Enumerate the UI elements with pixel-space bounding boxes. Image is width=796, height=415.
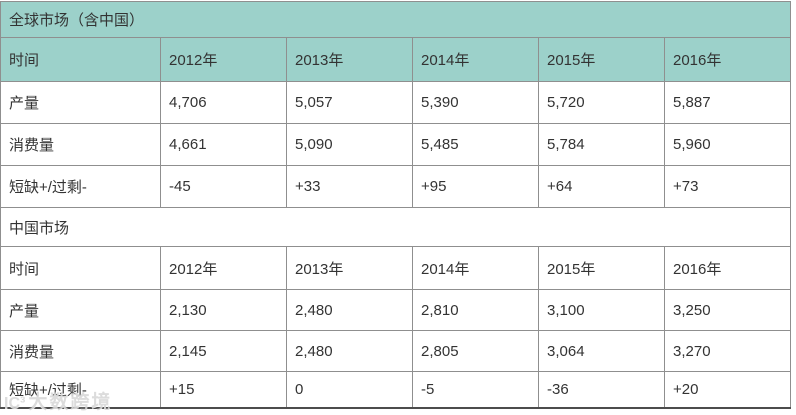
table-cell: +15 xyxy=(160,371,287,408)
table-cell: 2,805 xyxy=(412,330,539,372)
table-cell: 3,100 xyxy=(538,289,665,331)
china-header-2015: 2015年 xyxy=(538,246,665,290)
table-cell: 3,270 xyxy=(663,330,792,372)
market-data-table: 全球市场（含中国） 时间 2012年 2013年 2014年 2015年 201… xyxy=(0,1,792,409)
table-cell: +33 xyxy=(286,165,413,208)
row-label-production: 产量 xyxy=(0,289,161,331)
row-label-shortage-surplus: 短缺+/过剩- xyxy=(0,371,161,408)
table-cell: 5,057 xyxy=(286,81,413,124)
table-cell: -45 xyxy=(160,165,287,208)
china-consumption-row: 消费量 2,145 2,480 2,805 3,064 3,270 xyxy=(0,330,792,372)
table-cell: 2,480 xyxy=(286,289,413,331)
global-header-row: 时间 2012年 2013年 2014年 2015年 2016年 xyxy=(0,37,792,82)
table-cell: 3,064 xyxy=(538,330,665,372)
table-cell: +73 xyxy=(663,165,792,208)
china-header-2016: 2016年 xyxy=(663,246,792,290)
row-label-shortage-surplus: 短缺+/过剩- xyxy=(0,165,161,208)
global-shortage-surplus-row: 短缺+/过剩- -45 +33 +95 +64 +73 xyxy=(0,165,792,208)
row-label-consumption: 消费量 xyxy=(0,123,161,166)
table-cell: 5,784 xyxy=(538,123,665,166)
table-cell: 2,480 xyxy=(286,330,413,372)
china-header-2012: 2012年 xyxy=(160,246,287,290)
table-cell: 3,250 xyxy=(663,289,792,331)
global-header-2013: 2013年 xyxy=(286,37,413,82)
global-header-2014: 2014年 xyxy=(412,37,539,82)
china-shortage-surplus-row: 短缺+/过剩- +15 0 -5 -36 +20 xyxy=(0,371,792,408)
table-cell: -36 xyxy=(538,371,665,408)
china-header-time: 时间 xyxy=(0,246,161,290)
global-production-row: 产量 4,706 5,057 5,390 5,720 5,887 xyxy=(0,81,792,124)
table-cell: 2,145 xyxy=(160,330,287,372)
table-cell: +64 xyxy=(538,165,665,208)
china-header-2014: 2014年 xyxy=(412,246,539,290)
global-section-title: 全球市场（含中国） xyxy=(0,1,792,38)
china-header-row: 时间 2012年 2013年 2014年 2015年 2016年 xyxy=(0,246,792,290)
table-cell: 4,706 xyxy=(160,81,287,124)
table-cell: 5,887 xyxy=(663,81,792,124)
global-header-2015: 2015年 xyxy=(538,37,665,82)
china-section-title: 中国市场 xyxy=(0,207,792,247)
table-cell: 2,130 xyxy=(160,289,287,331)
global-header-2012: 2012年 xyxy=(160,37,287,82)
china-section-title-row: 中国市场 xyxy=(0,207,792,247)
table-cell: +95 xyxy=(412,165,539,208)
row-label-production: 产量 xyxy=(0,81,161,124)
row-label-consumption: 消费量 xyxy=(0,330,161,372)
table-cell: 5,485 xyxy=(412,123,539,166)
table-cell: -5 xyxy=(412,371,539,408)
table-cell: 2,810 xyxy=(412,289,539,331)
table-cell: 0 xyxy=(286,371,413,408)
china-header-2013: 2013年 xyxy=(286,246,413,290)
table-cell: 5,090 xyxy=(286,123,413,166)
global-header-2016: 2016年 xyxy=(663,37,792,82)
table-cell: 5,390 xyxy=(412,81,539,124)
table-cell: +20 xyxy=(663,371,792,408)
table-cell: 4,661 xyxy=(160,123,287,166)
table-cell: 5,960 xyxy=(663,123,792,166)
table-cell: 5,720 xyxy=(538,81,665,124)
global-consumption-row: 消费量 4,661 5,090 5,485 5,784 5,960 xyxy=(0,123,792,166)
china-production-row: 产量 2,130 2,480 2,810 3,100 3,250 xyxy=(0,289,792,331)
global-header-time: 时间 xyxy=(0,37,161,82)
global-section-title-row: 全球市场（含中国） xyxy=(0,1,792,38)
